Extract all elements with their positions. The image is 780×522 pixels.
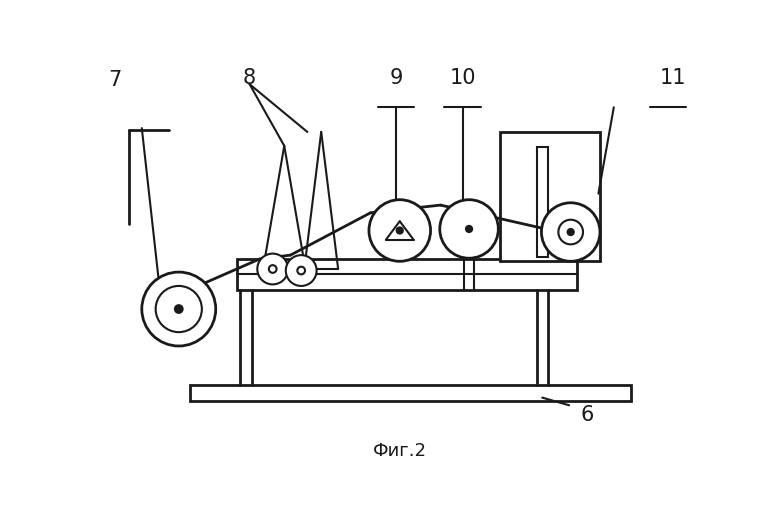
- Circle shape: [156, 286, 202, 332]
- Text: 6: 6: [580, 405, 594, 424]
- Text: Фиг.2: Фиг.2: [373, 443, 427, 460]
- Circle shape: [175, 305, 183, 313]
- Circle shape: [558, 220, 583, 244]
- Text: 11: 11: [660, 68, 686, 88]
- Circle shape: [285, 255, 317, 286]
- FancyBboxPatch shape: [537, 147, 548, 257]
- Circle shape: [541, 203, 600, 262]
- Text: 7: 7: [108, 69, 122, 90]
- Circle shape: [269, 265, 277, 273]
- Circle shape: [297, 267, 305, 275]
- Circle shape: [369, 200, 431, 262]
- Circle shape: [440, 200, 498, 258]
- FancyBboxPatch shape: [236, 259, 577, 290]
- Text: 9: 9: [389, 68, 402, 88]
- Text: 8: 8: [243, 68, 256, 88]
- Circle shape: [257, 254, 288, 284]
- Circle shape: [142, 272, 216, 346]
- Circle shape: [397, 228, 402, 233]
- Circle shape: [466, 226, 472, 232]
- Text: 10: 10: [449, 68, 476, 88]
- Circle shape: [568, 229, 574, 235]
- FancyBboxPatch shape: [190, 385, 631, 401]
- FancyBboxPatch shape: [500, 132, 600, 262]
